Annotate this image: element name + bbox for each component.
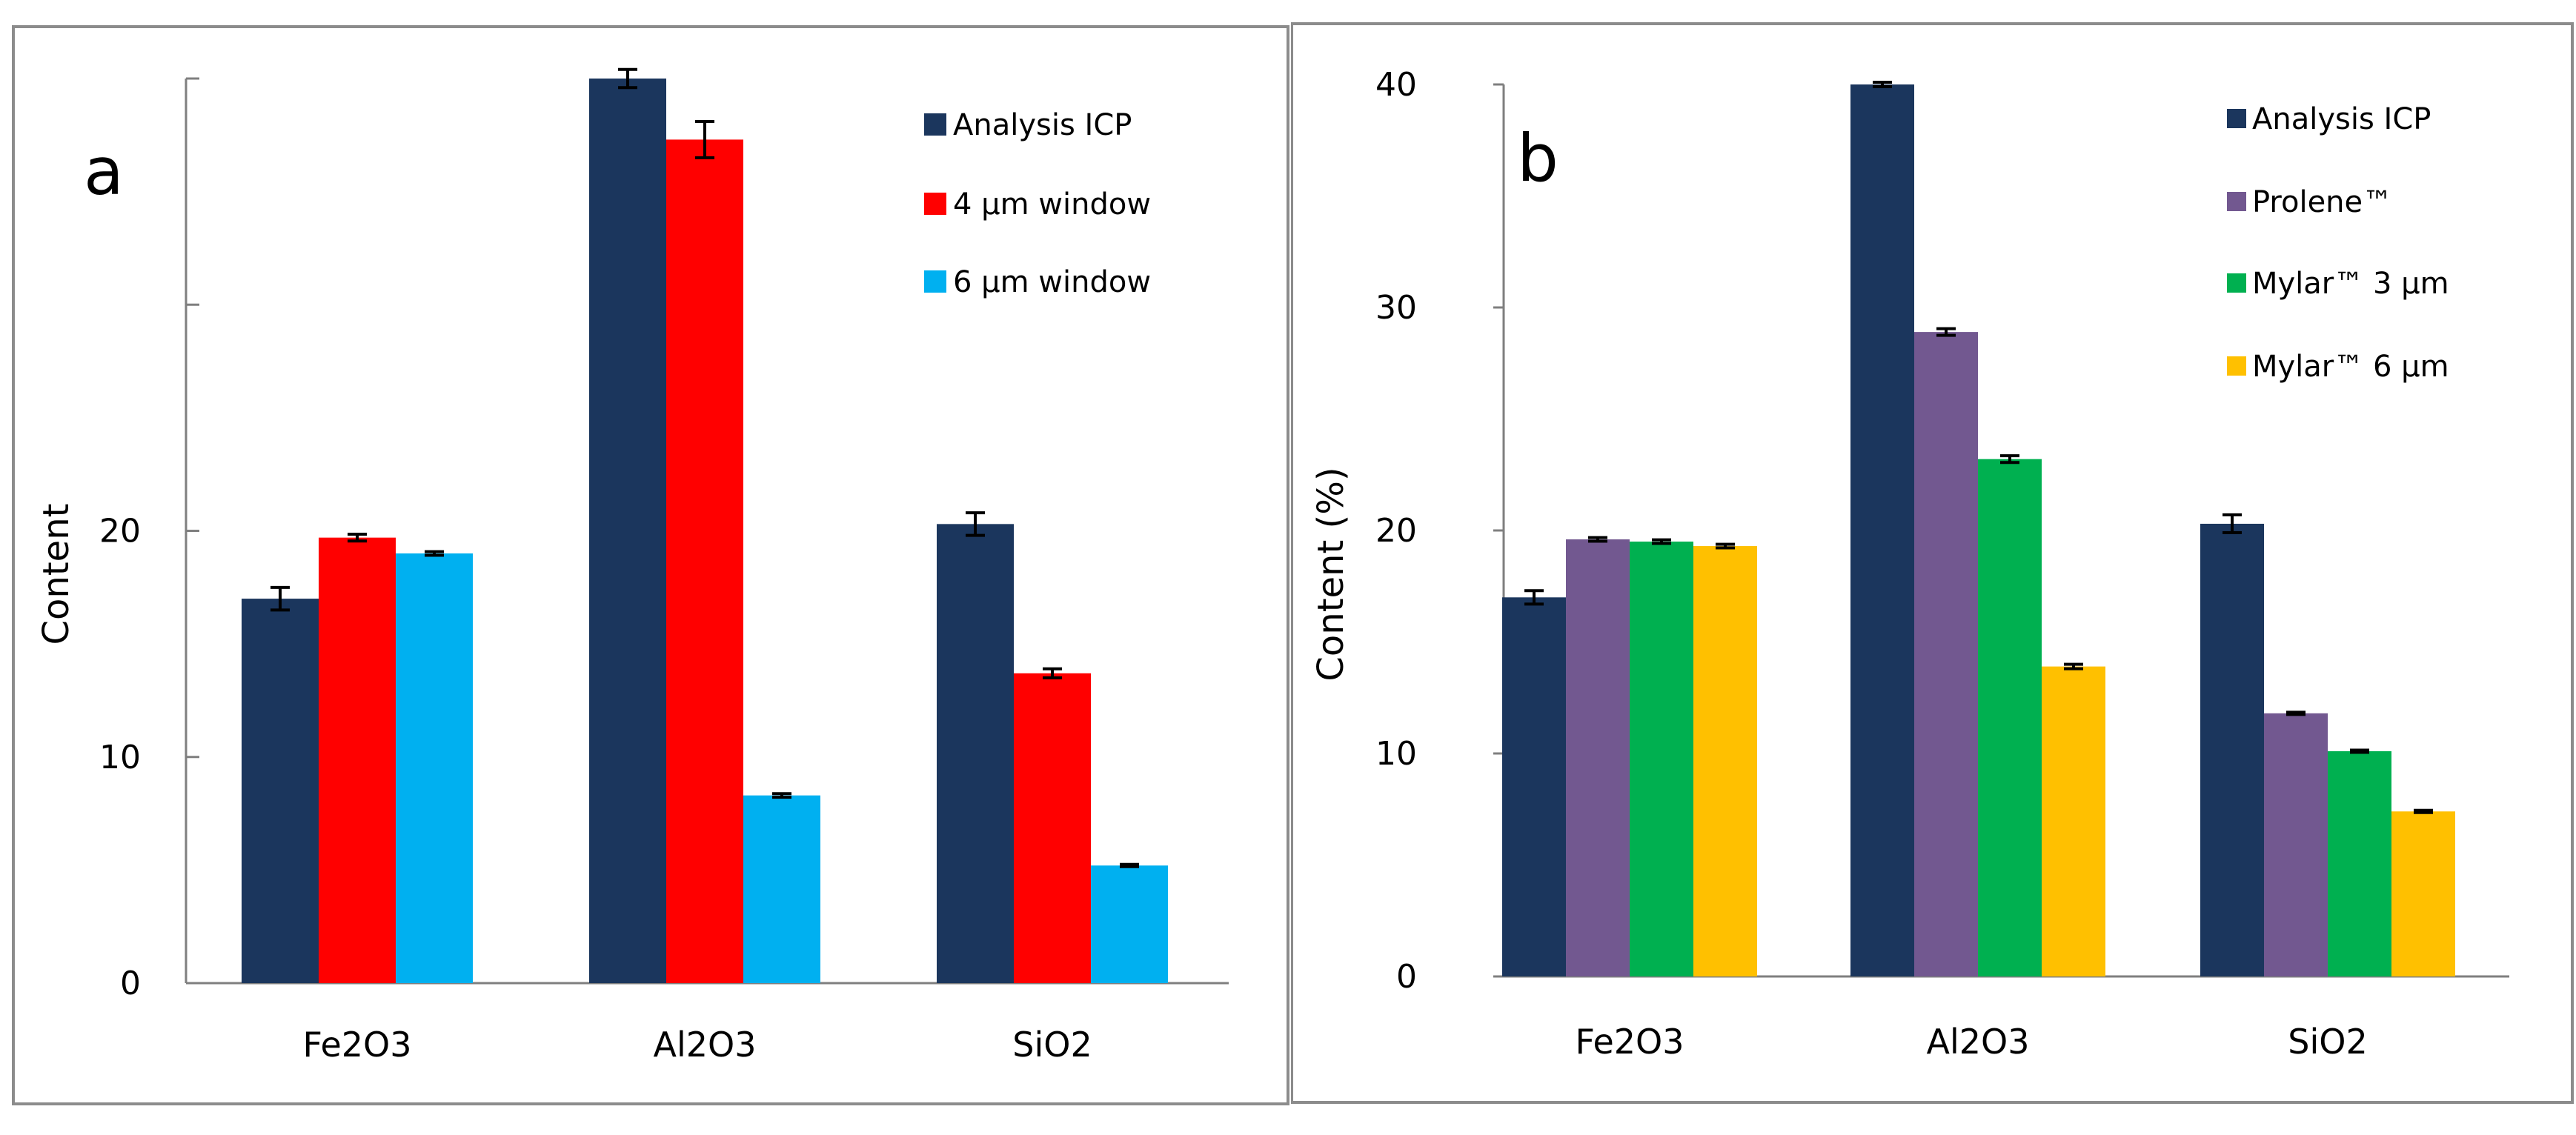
error-bar-b-mylar-6-m-sio2	[2414, 808, 2433, 814]
error-bar-a-analysis-icp-al2o3	[618, 67, 637, 90]
error-bar-b-analysis-icp-fe2o3	[1524, 589, 1544, 606]
bar-a-analysis-icp-fe2o3	[242, 599, 319, 983]
bar-a-4-m-window-fe2o3	[319, 537, 396, 983]
panel-letter-a: a	[84, 133, 124, 210]
bar-b-analysis-icp-sio2	[2200, 523, 2264, 976]
error-bar-a-6-m-window-fe2o3	[425, 550, 444, 557]
x-category-label-b-fe2o3: Fe2O3	[1576, 1022, 1684, 1062]
legend-swatch-a-4-m-window	[924, 193, 946, 215]
legend-swatch-b-prolene	[2227, 192, 2246, 211]
y-tick-label-a-20: 20	[99, 513, 141, 550]
error-bar-b-mylar-3-m-fe2o3	[1652, 538, 1671, 545]
bar-b-prolene-fe2o3	[1566, 539, 1630, 976]
legend-swatch-b-mylar-3-m	[2227, 273, 2246, 293]
bar-a-4-m-window-al2o3	[666, 139, 743, 984]
y-tick-label-b-0: 0	[1396, 958, 1417, 996]
bar-a-analysis-icp-sio2	[937, 524, 1014, 983]
bar-b-mylar-3-m-fe2o3	[1630, 542, 1693, 976]
error-bar-a-analysis-icp-fe2o3	[270, 585, 290, 612]
legend-label-b-prolene: Prolene™	[2252, 185, 2392, 219]
legend-label-a-6-m-window: 6 µm window	[953, 265, 1151, 299]
bar-a-6-m-window-sio2	[1091, 865, 1168, 983]
y-axis-label-a: Content	[36, 504, 77, 645]
chart-b-svg: b Content (%) 0 10 20 30 40 Fe2O3 Al2O3 SiO2 Analy…	[1290, 22, 2574, 1104]
bar-b-analysis-icp-al2o3	[1850, 84, 1914, 976]
chart-panel-b: b Content (%) 0 10 20 30 40 Fe2O3 Al2O3 SiO2 Analy…	[1290, 0, 2576, 1132]
panel-border-b	[1290, 22, 2574, 1104]
error-bar-a-6-m-window-al2o3	[772, 792, 791, 799]
x-category-label-a-sio2: SiO2	[1012, 1025, 1092, 1065]
legend-swatch-a-analysis-icp	[924, 113, 946, 136]
x-category-label-a-al2o3: Al2O3	[654, 1025, 757, 1065]
bar-b-mylar-6-m-al2o3	[2042, 666, 2105, 976]
error-bar-b-prolene-al2o3	[1936, 327, 1956, 337]
bar-b-analysis-icp-fe2o3	[1502, 597, 1566, 976]
bar-b-prolene-al2o3	[1914, 332, 1978, 976]
y-tick-label-a-0: 0	[120, 965, 141, 1002]
bar-a-analysis-icp-al2o3	[589, 79, 666, 983]
legend-label-b-mylar-6-m: Mylar™ 6 µm	[2252, 350, 2449, 384]
error-bar-b-analysis-icp-al2o3	[1873, 80, 1892, 89]
y-tick-label-b-20: 20	[1375, 512, 1417, 550]
bar-b-mylar-6-m-sio2	[2391, 811, 2455, 976]
error-bar-a-4-m-window-sio2	[1043, 667, 1062, 679]
legend-swatch-a-6-m-window	[924, 270, 946, 293]
error-bar-b-prolene-fe2o3	[1588, 536, 1607, 543]
x-category-label-a-fe2o3: Fe2O3	[303, 1025, 412, 1065]
y-tick-label-b-10: 10	[1375, 735, 1417, 773]
error-bar-a-4-m-window-al2o3	[695, 119, 714, 159]
error-bar-b-mylar-3-m-sio2	[2350, 748, 2369, 754]
y-tick-label-b-30: 30	[1375, 289, 1417, 327]
bar-a-6-m-window-al2o3	[743, 795, 820, 983]
x-category-label-b-sio2: SiO2	[2288, 1022, 2367, 1062]
error-bar-a-analysis-icp-sio2	[966, 511, 985, 537]
chart-a-svg: a Content 0 10 20 Fe2O3 Al2O3 SiO2 Analysis ICP 4…	[12, 25, 1289, 1105]
panel-border-a	[12, 25, 1289, 1105]
bar-a-6-m-window-fe2o3	[396, 553, 473, 983]
legend-label-b-mylar-3-m: Mylar™ 3 µm	[2252, 267, 2449, 301]
bar-b-mylar-3-m-al2o3	[1978, 459, 2042, 976]
bar-b-mylar-6-m-fe2o3	[1693, 546, 1757, 976]
error-bar-b-mylar-3-m-al2o3	[2000, 454, 2019, 465]
y-axis-label-b: Content (%)	[1310, 467, 1352, 681]
bar-b-mylar-3-m-sio2	[2328, 750, 2391, 976]
y-tick-label-a-10: 10	[99, 739, 141, 776]
legend-label-a-analysis-icp: Analysis ICP	[953, 108, 1132, 142]
legend-swatch-b-analysis-icp	[2227, 109, 2246, 128]
error-bar-a-4-m-window-fe2o3	[348, 533, 367, 543]
error-bar-b-mylar-6-m-fe2o3	[1716, 542, 1735, 550]
y-tick-label-b-40: 40	[1375, 66, 1417, 104]
chart-panel-a: a Content 0 10 20 Fe2O3 Al2O3 SiO2 Analysis ICP 4…	[0, 0, 1291, 1132]
legend-swatch-b-mylar-6-m	[2227, 356, 2246, 376]
bar-a-4-m-window-sio2	[1014, 673, 1091, 983]
error-bar-b-prolene-sio2	[2286, 710, 2306, 716]
legend-label-a-4-m-window: 4 µm window	[953, 187, 1151, 222]
error-bar-a-6-m-window-sio2	[1120, 862, 1139, 868]
bar-b-prolene-sio2	[2264, 713, 2328, 976]
legend-label-b-analysis-icp: Analysis ICP	[2252, 102, 2431, 136]
error-bar-b-mylar-6-m-al2o3	[2064, 662, 2083, 670]
panel-letter-b: b	[1517, 120, 1558, 196]
error-bar-b-analysis-icp-sio2	[2223, 513, 2242, 535]
x-category-label-b-al2o3: Al2O3	[1927, 1022, 2030, 1062]
